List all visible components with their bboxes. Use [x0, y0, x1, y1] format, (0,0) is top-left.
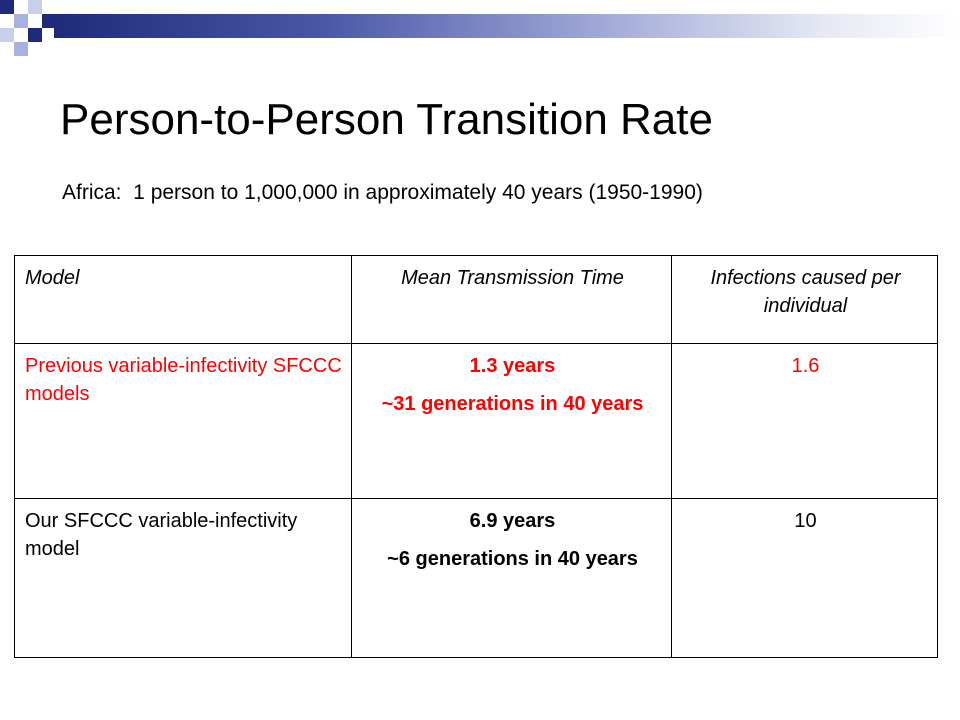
row-model: Previous variable-infectivity SFCCC mode… [14, 343, 352, 499]
slide-header-decoration [0, 0, 960, 60]
table-row: Our SFCCC variable-infectivity model 6.9… [14, 498, 938, 658]
comparison-table: Model Mean Transmission Time Infections … [14, 255, 938, 658]
decor-square [28, 0, 42, 14]
header-gradient-bar [54, 14, 960, 38]
table-header-row: Model Mean Transmission Time Infections … [14, 255, 938, 344]
row-infections: 10 [671, 498, 938, 658]
row-infections: 1.6 [671, 343, 938, 499]
decor-square [28, 28, 42, 42]
row-mean-time-cell: 1.3 years ~31 generations in 40 years [351, 343, 672, 499]
header-infections-per-individual: Infections caused per individual [671, 255, 938, 344]
header-mean-transmission-time: Mean Transmission Time [351, 255, 672, 344]
row-mean-time-cell: 6.9 years ~6 generations in 40 years [351, 498, 672, 658]
row-model: Our SFCCC variable-infectivity model [14, 498, 352, 658]
slide-title: Person-to-Person Transition Rate [60, 95, 713, 144]
decor-square [42, 14, 56, 28]
decor-square [14, 14, 28, 28]
table-row: Previous variable-infectivity SFCCC mode… [14, 343, 938, 499]
decor-square [14, 42, 28, 56]
slide-subtitle: Africa: 1 person to 1,000,000 in approxi… [62, 181, 703, 204]
row-mean-time: 6.9 years [469, 510, 556, 532]
decor-square [0, 28, 14, 42]
row-generations: ~6 generations in 40 years [387, 548, 638, 570]
row-generations: ~31 generations in 40 years [381, 393, 644, 415]
decor-square [0, 0, 14, 14]
header-model: Model [14, 255, 352, 344]
row-mean-time: 1.3 years [469, 355, 556, 377]
